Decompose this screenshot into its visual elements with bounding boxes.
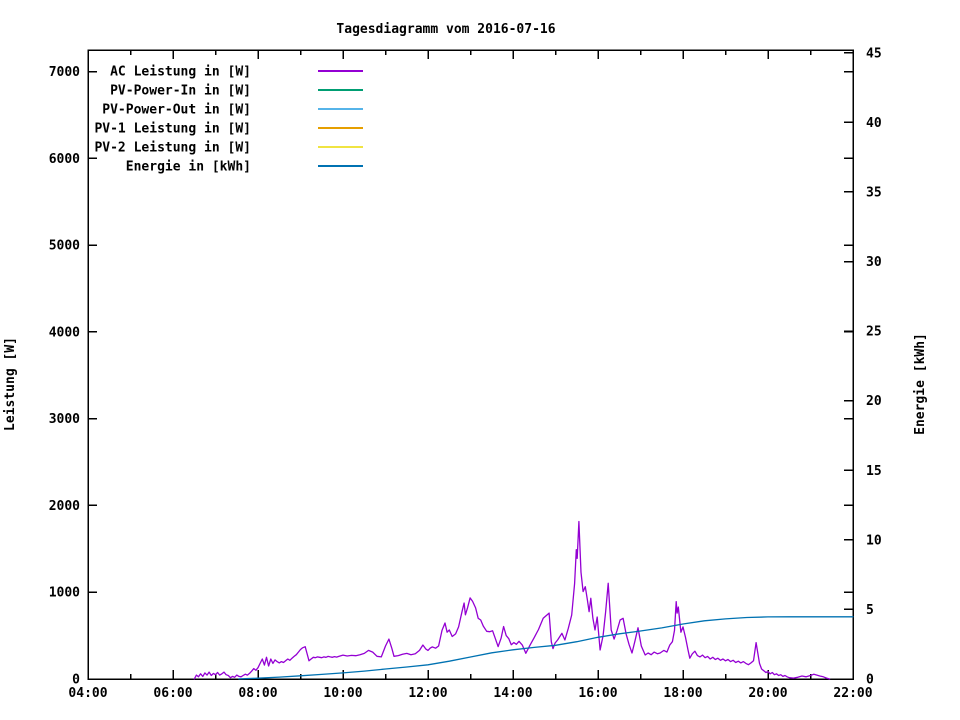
x-tick-label: 18:00 <box>663 686 702 701</box>
chart-title: Tagesdiagramm vom 2016-07-16 <box>336 22 555 37</box>
y1-tick-label: 4000 <box>49 325 80 340</box>
y2-tick-label: 45 <box>866 46 882 61</box>
y2-tick-label: 30 <box>866 255 882 270</box>
axis-tick-labels: 04:00 06:00 08:00 10:00 12:00 14:00 16:00 18:00… <box>49 46 882 701</box>
plot-border <box>87 49 854 680</box>
y2-tick-label: 10 <box>866 533 882 548</box>
y2-tick-label: 40 <box>866 116 882 131</box>
y2-tick-label: 35 <box>866 185 882 200</box>
x-tick-label: 10:00 <box>323 686 362 701</box>
x-tick-label: 16:00 <box>578 686 617 701</box>
legend-label-pv-power-out: PV-Power-Out in [W] <box>102 103 251 118</box>
y2-tick-label: 20 <box>866 394 882 409</box>
y1-tick-label: 0 <box>72 673 80 688</box>
y2-tick-label: 5 <box>866 603 874 618</box>
y2-tick-label: 0 <box>866 673 874 688</box>
legend-label-energie: Energie in [kWh] <box>126 160 251 175</box>
legend: AC Leistung in [W] PV-Power-In in [W] PV… <box>94 65 363 175</box>
y2-axis-title: Energie [kWh] <box>913 333 928 435</box>
y1-tick-label: 3000 <box>49 412 80 427</box>
y1-tick-label: 5000 <box>49 239 80 254</box>
x-tick-label: 08:00 <box>238 686 277 701</box>
x-tick-label: 20:00 <box>748 686 787 701</box>
y2-tick-label: 15 <box>866 464 882 479</box>
x-tick-label: 14:00 <box>493 686 532 701</box>
y1-tick-label: 7000 <box>49 65 80 80</box>
y1-tick-label: 6000 <box>49 152 80 167</box>
y2-tick-label: 25 <box>866 325 882 340</box>
x-tick-label: 04:00 <box>68 686 107 701</box>
y1-axis-title: Leistung [W] <box>3 337 18 431</box>
legend-label-pv-power-in: PV-Power-In in [W] <box>110 84 251 99</box>
x-tick-label: 06:00 <box>153 686 192 701</box>
y1-tick-label: 1000 <box>49 586 80 601</box>
series-ac-leistung-in-w <box>193 520 831 680</box>
legend-label-ac-leistung: AC Leistung in [W] <box>110 65 251 80</box>
x-tick-label: 22:00 <box>833 686 872 701</box>
series-energie-in-kwh <box>238 616 854 680</box>
legend-label-pv1-leistung: PV-1 Leistung in [W] <box>94 122 251 137</box>
x-tick-label: 12:00 <box>408 686 447 701</box>
plot-series <box>193 520 854 680</box>
y1-tick-label: 2000 <box>49 499 80 514</box>
legend-label-pv2-leistung: PV-2 Leistung in [W] <box>94 141 251 156</box>
